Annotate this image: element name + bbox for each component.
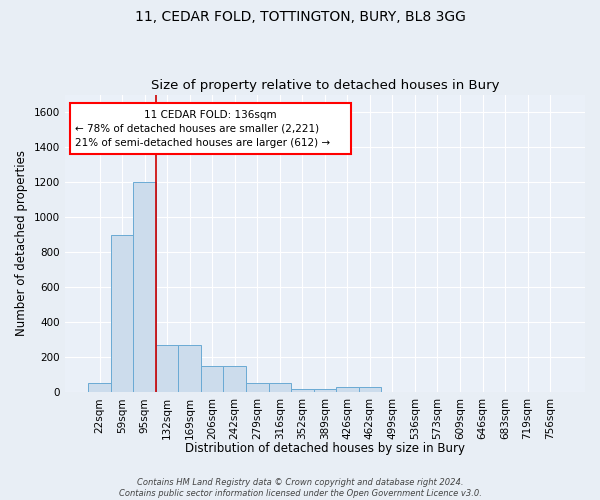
- Bar: [246, 382, 269, 392]
- Text: Contains HM Land Registry data © Crown copyright and database right 2024.
Contai: Contains HM Land Registry data © Crown c…: [119, 478, 481, 498]
- Bar: [269, 382, 291, 392]
- Bar: [201, 366, 223, 392]
- Bar: [223, 366, 246, 392]
- X-axis label: Distribution of detached houses by size in Bury: Distribution of detached houses by size …: [185, 442, 465, 455]
- Text: 21% of semi-detached houses are larger (612) →: 21% of semi-detached houses are larger (…: [75, 138, 330, 147]
- Bar: [314, 388, 336, 392]
- Bar: [359, 387, 381, 392]
- Bar: [291, 388, 314, 392]
- Text: ← 78% of detached houses are smaller (2,221): ← 78% of detached houses are smaller (2,…: [75, 124, 319, 134]
- Bar: [336, 387, 359, 392]
- Bar: [88, 384, 111, 392]
- Text: 11 CEDAR FOLD: 136sqm: 11 CEDAR FOLD: 136sqm: [144, 110, 277, 120]
- Bar: [111, 234, 133, 392]
- Bar: [156, 345, 178, 392]
- Bar: [133, 182, 156, 392]
- Title: Size of property relative to detached houses in Bury: Size of property relative to detached ho…: [151, 79, 499, 92]
- Bar: [178, 345, 201, 392]
- FancyBboxPatch shape: [70, 104, 351, 154]
- Text: 11, CEDAR FOLD, TOTTINGTON, BURY, BL8 3GG: 11, CEDAR FOLD, TOTTINGTON, BURY, BL8 3G…: [134, 10, 466, 24]
- Y-axis label: Number of detached properties: Number of detached properties: [15, 150, 28, 336]
